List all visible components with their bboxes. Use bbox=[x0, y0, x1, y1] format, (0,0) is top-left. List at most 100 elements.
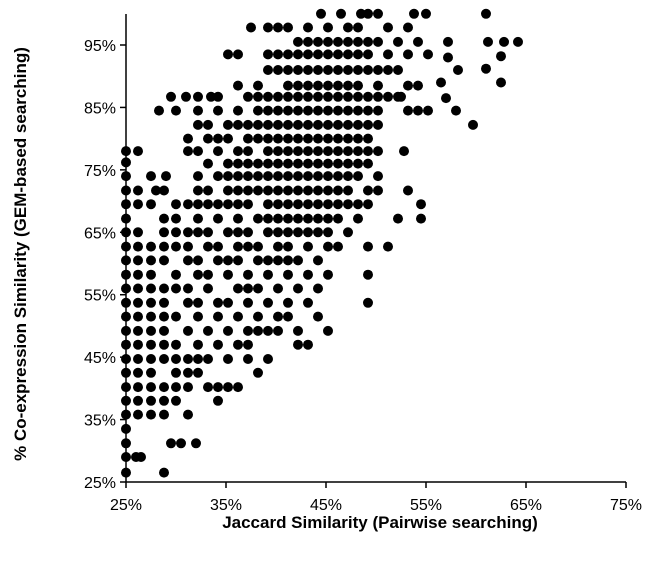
data-point bbox=[293, 158, 303, 169]
data-point bbox=[293, 49, 303, 60]
data-point bbox=[363, 49, 373, 60]
data-point bbox=[343, 227, 353, 238]
data-point bbox=[193, 171, 203, 182]
data-point bbox=[441, 93, 451, 104]
data-point bbox=[499, 36, 509, 47]
data-point bbox=[313, 65, 323, 75]
data-point bbox=[233, 105, 243, 116]
data-point bbox=[223, 382, 233, 393]
data-point bbox=[283, 297, 293, 308]
data-point bbox=[273, 199, 283, 210]
data-point bbox=[193, 105, 203, 116]
data-point bbox=[313, 227, 323, 238]
data-point bbox=[323, 146, 333, 157]
data-point bbox=[203, 199, 213, 210]
y-tick-label: 35% bbox=[84, 413, 116, 430]
data-point bbox=[323, 241, 333, 252]
data-point bbox=[323, 199, 333, 210]
data-point bbox=[183, 382, 193, 393]
data-point bbox=[253, 283, 263, 294]
data-point bbox=[133, 339, 143, 350]
data-point bbox=[283, 91, 293, 102]
data-point bbox=[273, 65, 283, 75]
data-point bbox=[363, 185, 373, 196]
data-point bbox=[243, 269, 253, 280]
data-point bbox=[203, 227, 213, 238]
data-point bbox=[273, 227, 283, 238]
data-point bbox=[283, 171, 293, 182]
data-point bbox=[213, 297, 223, 308]
data-point bbox=[213, 199, 223, 210]
data-point bbox=[283, 49, 293, 60]
data-point bbox=[343, 119, 353, 130]
data-point bbox=[159, 339, 169, 350]
data-point bbox=[233, 119, 243, 130]
data-point bbox=[263, 171, 273, 182]
data-point bbox=[313, 185, 323, 196]
data-point bbox=[293, 325, 303, 336]
data-point bbox=[193, 199, 203, 210]
y-tick-label: 75% bbox=[84, 163, 116, 180]
data-point bbox=[193, 311, 203, 322]
data-point bbox=[273, 241, 283, 252]
data-point bbox=[243, 199, 253, 210]
data-point bbox=[223, 49, 233, 60]
data-point bbox=[213, 171, 223, 182]
data-point bbox=[263, 146, 273, 157]
data-point bbox=[253, 367, 263, 378]
data-point bbox=[133, 297, 143, 308]
data-point bbox=[283, 311, 293, 322]
data-point bbox=[146, 409, 156, 420]
data-point bbox=[496, 51, 506, 62]
data-point bbox=[243, 146, 253, 157]
data-point bbox=[193, 255, 203, 266]
data-point bbox=[323, 22, 333, 33]
data-point bbox=[303, 297, 313, 308]
data-point bbox=[146, 395, 156, 406]
data-point bbox=[373, 185, 383, 196]
data-point bbox=[223, 171, 233, 182]
data-point bbox=[513, 36, 523, 47]
data-point bbox=[253, 119, 263, 130]
data-point bbox=[273, 119, 283, 130]
data-point bbox=[313, 36, 323, 47]
data-point bbox=[383, 22, 393, 33]
data-point bbox=[233, 255, 243, 266]
data-point bbox=[233, 339, 243, 350]
data-point bbox=[293, 339, 303, 350]
data-point bbox=[293, 283, 303, 294]
data-point bbox=[183, 255, 193, 266]
data-point bbox=[223, 199, 233, 210]
data-point bbox=[399, 146, 409, 157]
data-point bbox=[263, 269, 273, 280]
data-point bbox=[363, 297, 373, 308]
data-point bbox=[403, 80, 413, 91]
data-point bbox=[283, 241, 293, 252]
data-point bbox=[213, 133, 223, 144]
data-point bbox=[496, 77, 506, 88]
data-point bbox=[283, 213, 293, 224]
data-point bbox=[233, 382, 243, 393]
data-point bbox=[353, 146, 363, 157]
data-point bbox=[193, 213, 203, 224]
data-point bbox=[323, 49, 333, 60]
data-point bbox=[223, 354, 233, 364]
data-point bbox=[253, 185, 263, 196]
data-point bbox=[453, 65, 463, 75]
data-point bbox=[171, 354, 181, 364]
data-point bbox=[333, 213, 343, 224]
data-point bbox=[303, 146, 313, 157]
data-point bbox=[183, 241, 193, 252]
x-ticks: 25% 35% 45% 55% 65% 75% bbox=[110, 482, 642, 514]
data-point bbox=[183, 227, 193, 238]
data-point bbox=[313, 255, 323, 266]
data-point bbox=[383, 241, 393, 252]
data-point bbox=[343, 185, 353, 196]
data-point bbox=[159, 395, 169, 406]
data-point bbox=[313, 119, 323, 130]
data-point bbox=[363, 91, 373, 102]
data-point bbox=[159, 297, 169, 308]
data-point bbox=[273, 49, 283, 60]
data-point bbox=[133, 395, 143, 406]
data-point bbox=[303, 199, 313, 210]
